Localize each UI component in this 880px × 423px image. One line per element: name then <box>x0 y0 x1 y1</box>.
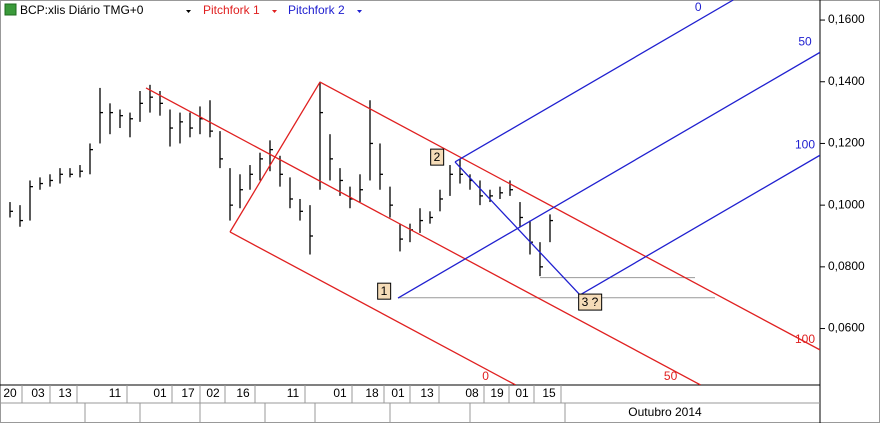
dropdown[interactable] <box>357 10 362 13</box>
y-tick-label: 0,1600 <box>828 12 865 26</box>
dropdown[interactable] <box>272 10 277 13</box>
pivot-label-box <box>578 293 603 311</box>
pitchfork-line <box>397 51 820 299</box>
pitchfork-level-label: 100 <box>795 137 815 151</box>
legend-entry[interactable]: Pitchfork 1 <box>203 3 260 17</box>
pivot-label: 1 <box>377 282 392 300</box>
pivot-label-text: 2 <box>434 150 441 164</box>
x-tick-label: 16 <box>236 386 250 400</box>
pitchfork-line <box>579 154 820 296</box>
x-tick-label: 13 <box>58 386 72 400</box>
x-tick-label: 19 <box>490 386 504 400</box>
pitchfork-line <box>319 81 820 351</box>
pivot-label: 3 ? <box>578 293 603 311</box>
legend-entry[interactable]: Pitchfork 2 <box>288 3 345 17</box>
x-tick-label: 01 <box>333 386 347 400</box>
legend: BCP:xlis Diário TMG+0 Pitchfork 1 Pitchf… <box>4 3 362 17</box>
x-tick-label: 01 <box>515 386 529 400</box>
pivot-label-box <box>377 282 392 300</box>
x-tick-label: 17 <box>181 386 195 400</box>
dropdown[interactable] <box>186 10 191 13</box>
month-label: Outubro 2014 <box>628 405 702 419</box>
pivot-label: 2 <box>430 148 445 166</box>
symbol-icon <box>4 3 17 16</box>
y-tick-label: 0,0600 <box>828 321 865 335</box>
month-separators <box>84 403 566 423</box>
x-tick-label: 20 <box>3 386 17 400</box>
pitchfork-line <box>229 231 516 385</box>
pitchfork-level-label: 0 <box>482 369 489 383</box>
x-tick-label: 15 <box>542 386 556 400</box>
pitchfork-level-label: 50 <box>798 35 812 49</box>
x-tick-label: 08 <box>465 386 479 400</box>
pitchfork-line <box>145 87 701 385</box>
y-tick-label: 0,1200 <box>828 136 865 150</box>
pitchfork-level-label: 0 <box>695 0 702 14</box>
x-tick-label: 11 <box>287 386 300 400</box>
pivot-label-text: 3 ? <box>582 295 599 309</box>
y-tick-label: 0,1000 <box>828 197 865 211</box>
y-tick-label: 0,0800 <box>828 259 865 273</box>
x-tick-label: 03 <box>31 386 45 400</box>
x-tick-label: 13 <box>420 386 434 400</box>
pivot-label-text: 1 <box>381 284 388 298</box>
pitchfork-level-label: 100 <box>795 332 815 346</box>
plot <box>9 0 820 385</box>
symbol-label: BCP:xlis Diário TMG+0 <box>20 3 144 17</box>
pitchfork-line <box>454 0 734 163</box>
pitchfork-level-label: 50 <box>664 369 678 383</box>
x-tick-label: 01 <box>153 386 167 400</box>
x-tick-label: 02 <box>206 386 220 400</box>
x-tick-label: 11 <box>109 386 122 400</box>
y-tick-label: 0,1400 <box>828 74 865 88</box>
x-tick-label: 01 <box>391 386 405 400</box>
x-tick-label: 18 <box>365 386 379 400</box>
pivot-label-box <box>430 148 445 166</box>
